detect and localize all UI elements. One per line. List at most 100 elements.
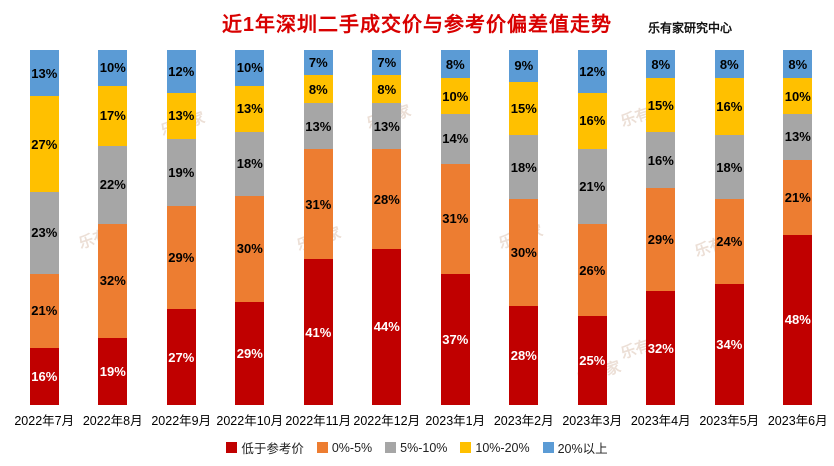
bar-segment: 22% bbox=[98, 145, 128, 224]
segment-value-label: 30% bbox=[236, 241, 263, 257]
segment-value-label: 7% bbox=[308, 54, 328, 70]
x-axis-label: 2022年10月 bbox=[216, 413, 284, 428]
x-axis-label: 2023年6月 bbox=[767, 413, 828, 428]
stacked-bar: 25% 26% 21% 16% 12% bbox=[558, 50, 627, 405]
segment-value-label: 30% bbox=[510, 244, 537, 260]
bar-segment: 13% bbox=[235, 85, 265, 132]
stacked-bar: 41% 31% 13% 8% 7% bbox=[284, 50, 353, 405]
plot-area: 16% 21% 23% 27% 13% 2022年7月 19% 32% 22% 17% 10% 202… bbox=[10, 50, 833, 428]
segment-value-label: 8% bbox=[651, 56, 671, 72]
segment-value-label: 8% bbox=[308, 81, 328, 97]
segment-value-label: 10% bbox=[236, 60, 263, 76]
stacked-bar: 27% 29% 19% 13% 12% bbox=[147, 50, 216, 405]
stacked-bar: 32% 29% 16% 15% 8% bbox=[627, 50, 696, 405]
x-axis-label: 2023年4月 bbox=[630, 413, 691, 428]
bar-segment: 44% bbox=[372, 248, 402, 405]
bar-column: 32% 29% 16% 15% 8% 2023年4月 bbox=[627, 50, 696, 428]
segment-value-label: 23% bbox=[31, 225, 58, 241]
segment-value-label: 24% bbox=[716, 234, 743, 250]
segment-value-label: 31% bbox=[305, 196, 332, 212]
bar-segment: 7% bbox=[303, 50, 333, 75]
segment-value-label: 21% bbox=[31, 303, 58, 319]
segment-value-label: 8% bbox=[719, 56, 739, 72]
segment-value-label: 14% bbox=[442, 131, 469, 147]
legend-swatch-icon bbox=[542, 442, 554, 453]
legend-label: 低于参考价 bbox=[241, 442, 304, 456]
x-axis-label: 2023年2月 bbox=[493, 413, 554, 428]
bar-column: 34% 24% 18% 16% 8% 2023年5月 bbox=[695, 50, 764, 428]
bar-segment: 13% bbox=[166, 92, 196, 139]
bar-segment: 10% bbox=[440, 78, 470, 114]
segment-value-label: 10% bbox=[99, 60, 126, 76]
legend-swatch-icon bbox=[316, 442, 328, 453]
segment-value-label: 15% bbox=[647, 97, 674, 113]
stacked-bar: 16% 21% 23% 27% 13% bbox=[10, 50, 79, 405]
stacked-bar: 48% 21% 13% 10% 8% bbox=[764, 50, 833, 405]
segment-value-label: 13% bbox=[236, 101, 263, 117]
bar-segment: 19% bbox=[98, 337, 128, 405]
segment-value-label: 17% bbox=[99, 108, 126, 124]
bar-segment: 10% bbox=[98, 50, 128, 86]
segment-value-label: 34% bbox=[716, 337, 743, 353]
bar-segment: 18% bbox=[235, 131, 265, 196]
legend-label: 5%-10% bbox=[400, 440, 448, 455]
bar-segment: 13% bbox=[303, 103, 333, 150]
segment-value-label: 28% bbox=[373, 191, 400, 207]
legend-swatch-icon bbox=[385, 442, 397, 453]
bar-segment: 18% bbox=[509, 135, 539, 200]
segment-value-label: 8% bbox=[788, 56, 808, 72]
bar-segment: 41% bbox=[303, 259, 333, 405]
chart-title: 近1年深圳二手成交价与参考价偏差值走势 bbox=[221, 14, 613, 36]
bar-segment: 37% bbox=[440, 273, 470, 405]
segment-value-label: 41% bbox=[305, 324, 332, 340]
x-axis-label: 2022年9月 bbox=[151, 413, 212, 428]
bar-segment: 13% bbox=[29, 50, 59, 97]
x-axis-label: 2022年12月 bbox=[353, 413, 421, 428]
x-axis-label: 2022年8月 bbox=[82, 413, 143, 428]
bar-segment: 7% bbox=[372, 50, 402, 75]
bar-segment: 10% bbox=[783, 78, 813, 114]
bar-segment: 32% bbox=[98, 223, 128, 338]
bar-segment: 27% bbox=[166, 309, 196, 405]
stacked-bar: 19% 32% 22% 17% 10% bbox=[79, 50, 148, 405]
segment-value-label: 44% bbox=[373, 319, 400, 335]
segment-value-label: 25% bbox=[579, 353, 606, 369]
bar-segment: 30% bbox=[235, 195, 265, 303]
bar-column: 27% 29% 19% 13% 12% 2022年9月 bbox=[147, 50, 216, 428]
segment-value-label: 13% bbox=[373, 118, 400, 134]
segment-value-label: 37% bbox=[442, 331, 469, 347]
segment-value-label: 19% bbox=[168, 164, 195, 180]
legend-item: 低于参考价 bbox=[226, 438, 304, 457]
legend-label: 0%-5% bbox=[331, 440, 373, 455]
bar-segment: 8% bbox=[440, 50, 470, 79]
segment-value-label: 13% bbox=[784, 129, 811, 145]
bar-segment: 8% bbox=[783, 50, 813, 79]
bar-segment: 15% bbox=[646, 78, 676, 132]
bar-segment: 16% bbox=[714, 78, 744, 136]
segment-value-label: 18% bbox=[236, 156, 263, 172]
stacked-bar: 37% 31% 14% 10% 8% bbox=[421, 50, 490, 405]
research-center-credit: 乐有家研究中心 bbox=[648, 21, 733, 35]
bar-segment: 29% bbox=[235, 302, 265, 405]
bar-segment: 26% bbox=[577, 223, 607, 317]
bar-segment: 31% bbox=[440, 163, 470, 274]
legend-swatch-icon bbox=[460, 442, 472, 453]
bar-segment: 32% bbox=[646, 291, 676, 405]
bar-segment: 29% bbox=[646, 188, 676, 292]
bar-segment: 16% bbox=[577, 92, 607, 150]
stacked-bar: 29% 30% 18% 13% 10% bbox=[216, 50, 285, 405]
legend-label: 10%-20% bbox=[475, 440, 530, 455]
segment-value-label: 21% bbox=[579, 179, 606, 195]
legend-item: 0%-5% bbox=[316, 440, 373, 455]
bar-segment: 19% bbox=[166, 138, 196, 207]
segment-value-label: 26% bbox=[579, 262, 606, 278]
bar-segment: 10% bbox=[235, 50, 265, 86]
bar-segment: 17% bbox=[98, 85, 128, 146]
segment-value-label: 16% bbox=[647, 152, 674, 168]
bar-segment: 21% bbox=[783, 160, 813, 235]
bar-column: 37% 31% 14% 10% 8% 2023年1月 bbox=[421, 50, 490, 428]
bar-segment: 13% bbox=[372, 103, 402, 150]
legend-item: 10%-20% bbox=[460, 440, 530, 455]
bar-segment: 14% bbox=[440, 113, 470, 164]
